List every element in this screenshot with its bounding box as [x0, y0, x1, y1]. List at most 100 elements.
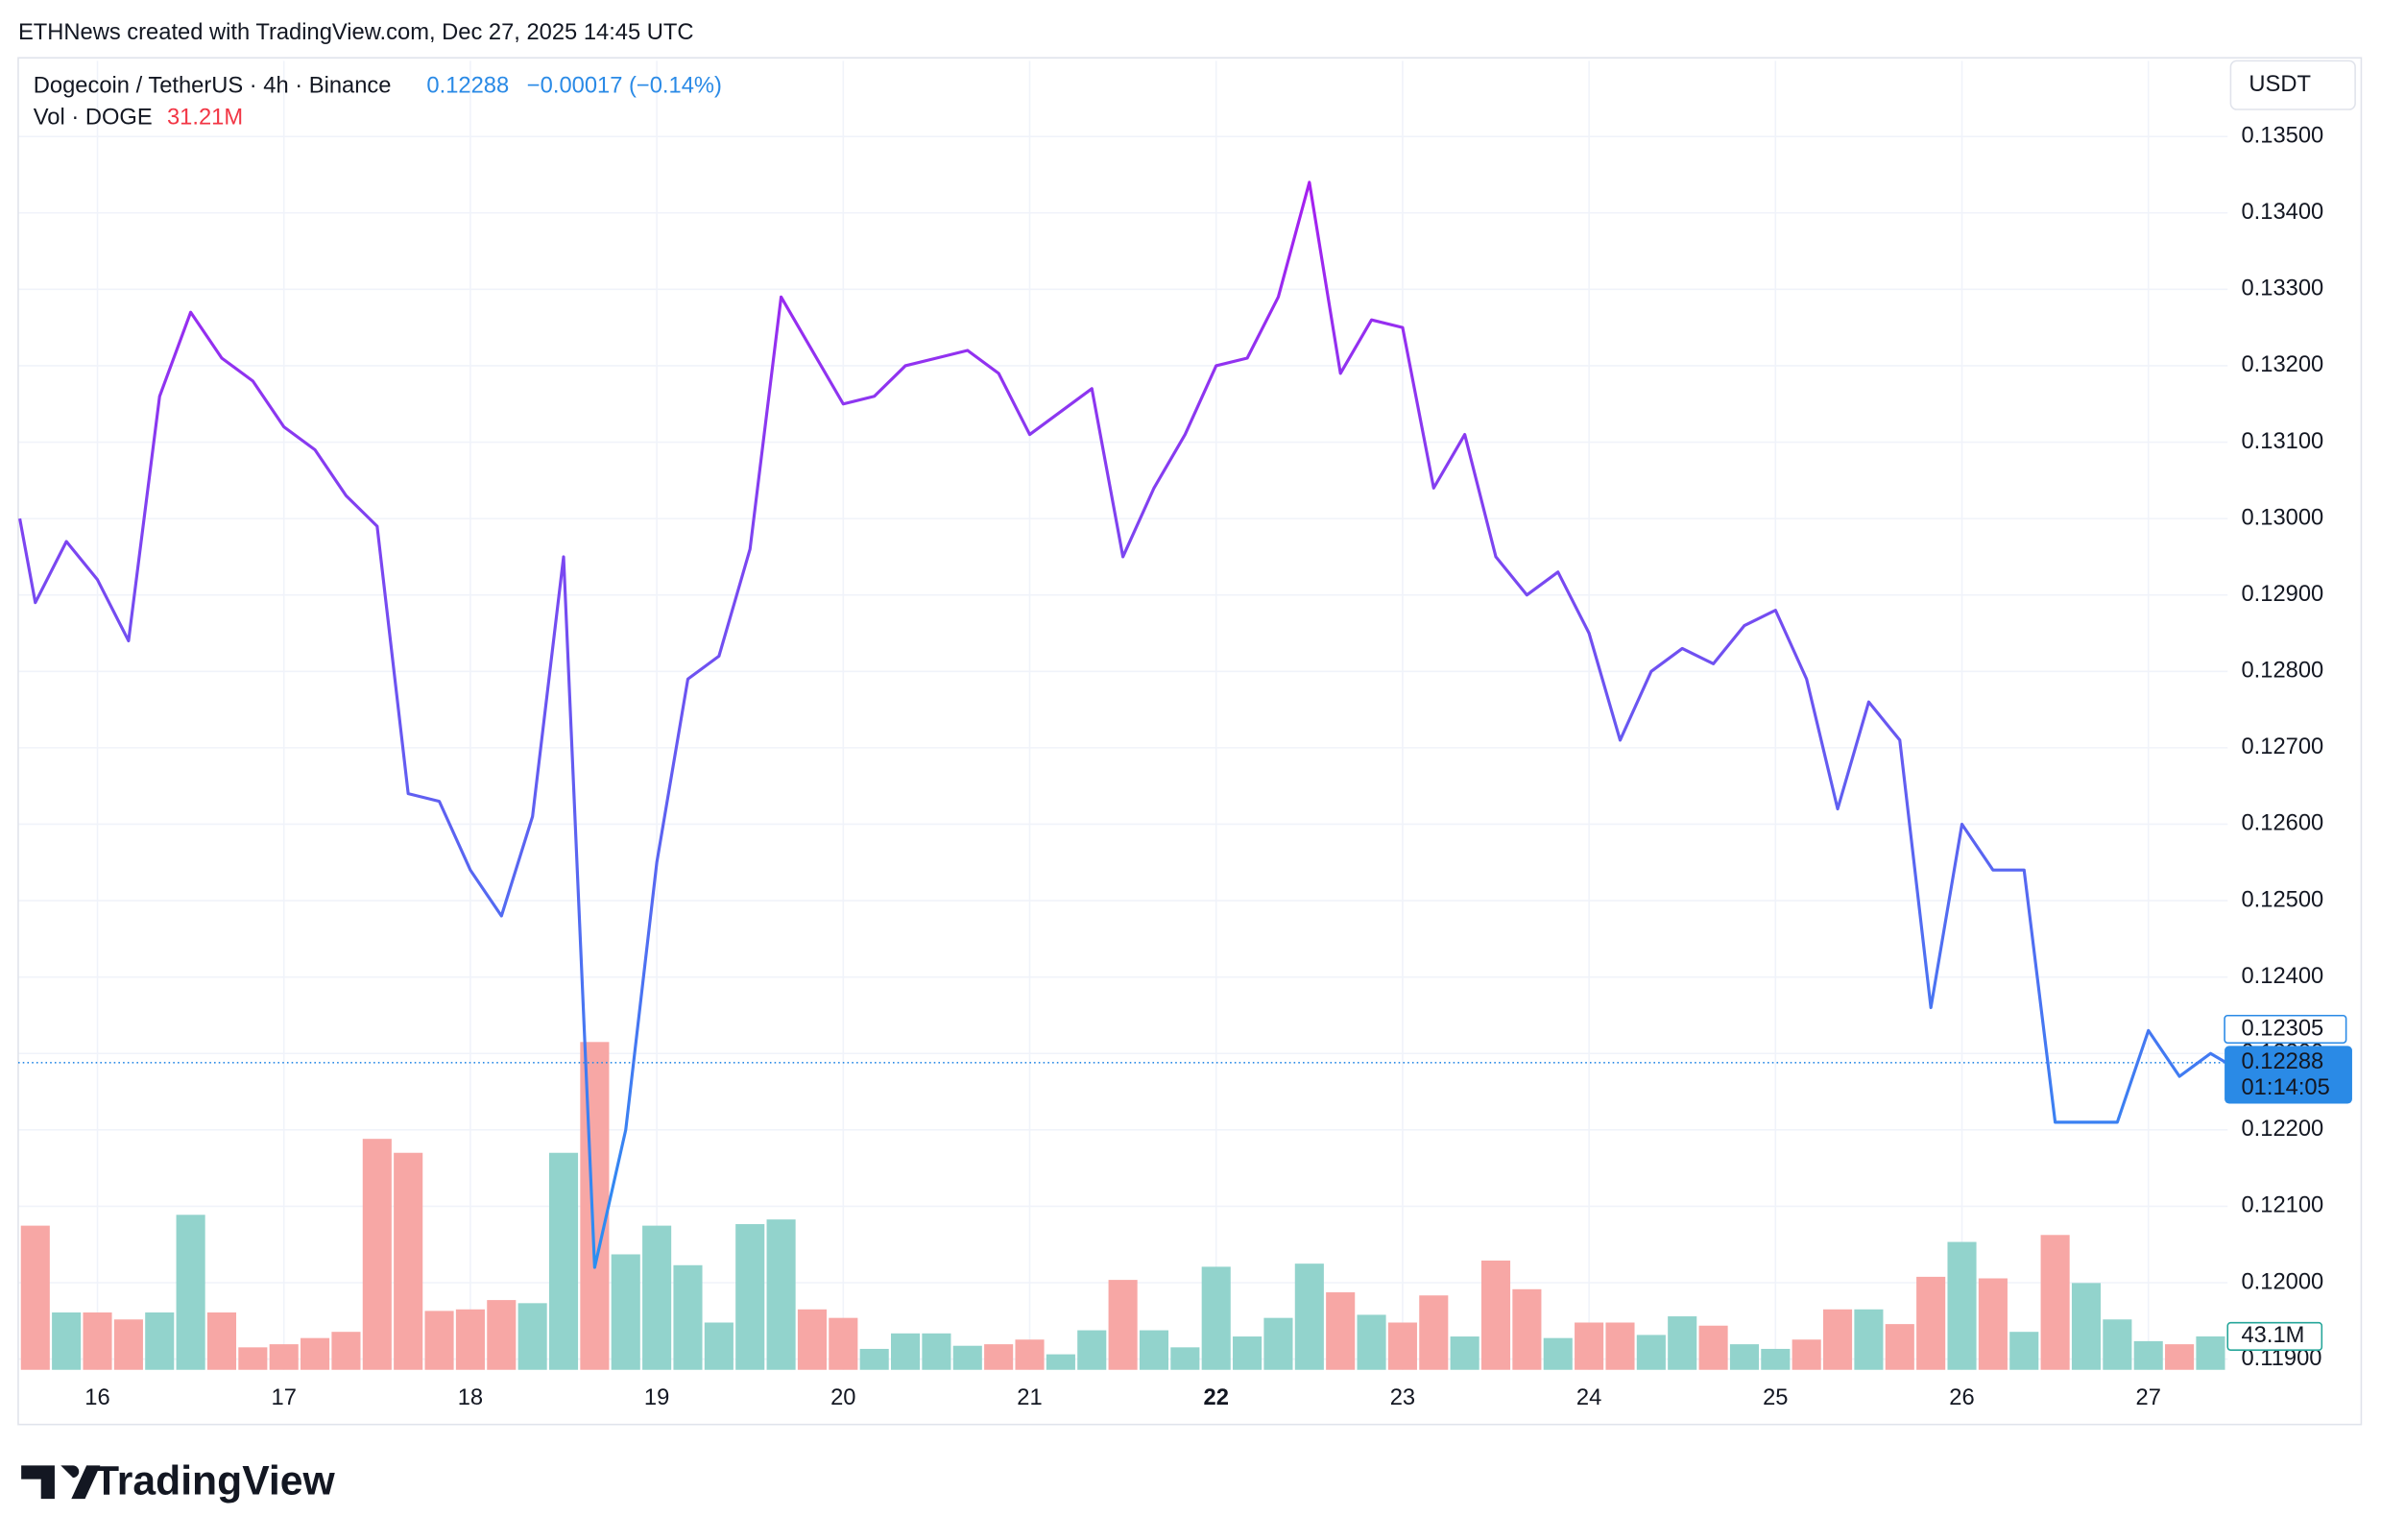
- volume-bar: [1263, 1317, 1293, 1370]
- volume-bar: [1698, 1325, 1728, 1370]
- volume-bar: [1357, 1314, 1386, 1370]
- volume-bar: [517, 1303, 547, 1370]
- volume-bar: [2009, 1332, 2039, 1370]
- x-tick-label: 23: [1390, 1385, 1415, 1410]
- symbol: Dogecoin / TetherUS · 4h · Binance: [34, 74, 392, 99]
- volume-bar: [1885, 1324, 1914, 1370]
- x-tick-label: 18: [458, 1385, 483, 1410]
- volume-bar: [984, 1344, 1014, 1370]
- y-tick-label: 0.12500: [2241, 887, 2323, 912]
- volume-bar: [890, 1333, 921, 1370]
- volume-bar: [331, 1332, 361, 1370]
- y-tick-label: 0.12100: [2241, 1193, 2323, 1218]
- volume-bar: [735, 1223, 765, 1370]
- volume-bar: [1761, 1348, 1791, 1370]
- volume-pane: [20, 1042, 2225, 1370]
- volume-bar: [548, 1152, 579, 1370]
- y-tick-label: 0.12600: [2241, 811, 2323, 836]
- y-tick-label: 0.13400: [2241, 200, 2323, 225]
- x-tick-label: 26: [1949, 1385, 1974, 1410]
- y-tick-label: 0.12400: [2241, 964, 2323, 989]
- volume-bar: [1543, 1337, 1573, 1370]
- volume-bar: [922, 1333, 951, 1370]
- current-price-box: [2225, 1046, 2352, 1104]
- volume-bar: [1139, 1330, 1169, 1370]
- volume-bar: [704, 1322, 734, 1370]
- price-line: [18, 180, 2227, 1269]
- price-change: −0.00017 (−0.14%): [527, 74, 722, 99]
- volume-bar: [1916, 1276, 1946, 1370]
- x-tick-label: 25: [1763, 1385, 1788, 1410]
- grid: [17, 60, 2228, 1370]
- volume-bar: [362, 1139, 392, 1370]
- volume-last-box: [2226, 1321, 2323, 1351]
- volume-bar: [52, 1312, 82, 1370]
- volume-bar: [455, 1309, 485, 1370]
- last-price: 0.12288: [426, 74, 509, 99]
- volume-bar: [1450, 1336, 1479, 1370]
- chart-title: ETHNews created with TradingView.com, De…: [18, 20, 694, 45]
- price-axis: 0.119000.120000.121000.122000.123000.124…: [84, 123, 2352, 1410]
- price-marker-box: [2224, 1014, 2347, 1045]
- volume-bar: [611, 1254, 640, 1370]
- volume-bar: [238, 1347, 268, 1370]
- volume-bar: [269, 1344, 299, 1370]
- countdown: 01:14:05: [2241, 1075, 2329, 1100]
- volume-bar: [673, 1264, 703, 1370]
- volume-bar: [1387, 1322, 1417, 1370]
- volume-bar: [1046, 1354, 1075, 1370]
- unit-box[interactable]: [2229, 60, 2356, 110]
- y-tick-label: 0.13300: [2241, 277, 2323, 301]
- volume-bar: [859, 1348, 889, 1370]
- current-price-label: 0.12288: [2241, 1049, 2323, 1074]
- volume-bar: [1668, 1316, 1697, 1370]
- volume-bar: [1480, 1260, 1511, 1370]
- x-tick-label: 21: [1017, 1385, 1042, 1410]
- volume-value: 31.21M: [167, 106, 243, 131]
- volume-bar: [642, 1225, 672, 1370]
- volume-bar: [394, 1152, 423, 1370]
- x-tick-label: 16: [84, 1385, 109, 1410]
- volume-bar: [1792, 1339, 1821, 1370]
- footer-logo: TradingView: [21, 1458, 336, 1504]
- volume-last-label: 43.1M: [2241, 1323, 2304, 1348]
- volume-bar: [2196, 1335, 2225, 1370]
- volume-bar: [1108, 1280, 1138, 1370]
- x-tick-label: 27: [2136, 1385, 2161, 1410]
- volume-bar: [1729, 1344, 1760, 1370]
- logo-icon: [21, 1465, 101, 1500]
- price-marker-label: 0.12305: [2241, 1016, 2323, 1041]
- volume-bar: [1077, 1330, 1107, 1370]
- y-tick-label: 0.12700: [2241, 734, 2323, 759]
- volume-bar: [2040, 1235, 2070, 1370]
- x-tick-label: 17: [272, 1385, 297, 1410]
- volume-bar: [145, 1312, 175, 1370]
- volume-bar: [83, 1312, 112, 1370]
- x-tick-label: 22: [1204, 1385, 1229, 1410]
- volume-bar: [1978, 1278, 2008, 1370]
- volume-bar: [829, 1317, 858, 1370]
- volume-bar: [2165, 1344, 2195, 1370]
- y-unit: USDT: [2249, 72, 2311, 97]
- volume-bar: [2103, 1319, 2132, 1370]
- y-tick-label: 0.13200: [2241, 352, 2323, 377]
- volume-bar: [176, 1215, 205, 1370]
- volume-bar: [1326, 1292, 1356, 1370]
- volume-name: Vol · DOGE: [34, 106, 153, 131]
- volume-bar: [1294, 1263, 1324, 1370]
- x-tick-label: 24: [1576, 1385, 1601, 1410]
- volume-bar: [424, 1311, 454, 1370]
- volume-bar: [2133, 1340, 2163, 1370]
- volume-bar: [1015, 1339, 1045, 1370]
- volume-bar: [1575, 1322, 1604, 1370]
- volume-bar: [487, 1300, 517, 1370]
- x-tick-label: 19: [644, 1385, 669, 1410]
- volume-bar: [1201, 1266, 1231, 1370]
- y-tick-label: 0.13500: [2241, 123, 2323, 148]
- volume-bar: [797, 1309, 828, 1370]
- volume-bar: [580, 1042, 610, 1370]
- y-tick-label: 0.12900: [2241, 582, 2323, 607]
- volume-bar: [1947, 1241, 1977, 1370]
- volume-bar: [1605, 1322, 1635, 1370]
